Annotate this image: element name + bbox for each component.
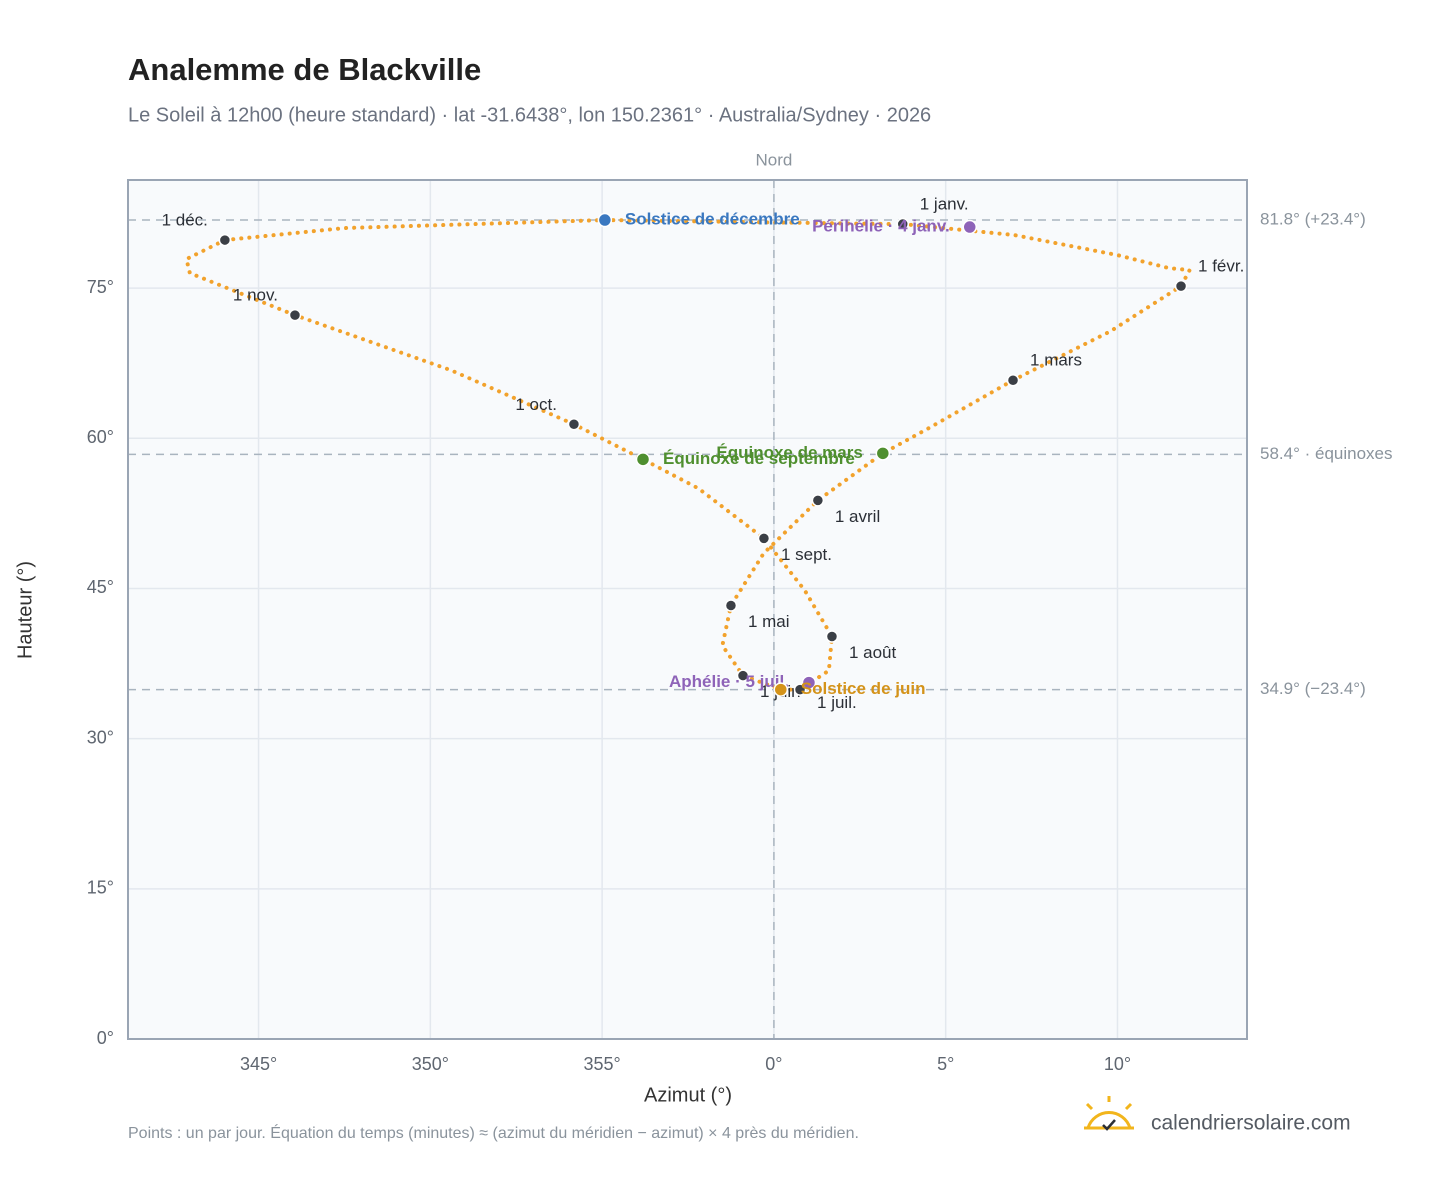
month-label: 1 mars [1030, 351, 1082, 370]
plot-border [127, 179, 1248, 1040]
brand-logo [1084, 1096, 1134, 1131]
event-marker [773, 682, 789, 697]
month-marker [567, 418, 581, 431]
month-label: 1 déc. [162, 211, 208, 230]
y-tick-label: 15° [87, 878, 114, 898]
plot-area [128, 180, 1247, 1039]
x-tick-label: 10° [1104, 1054, 1131, 1074]
y-tick-label: 45° [87, 577, 114, 597]
event-label: Solstice de décembre [625, 210, 800, 229]
event-marker [801, 675, 817, 690]
event-label: Périhélie · 4 janv. [812, 217, 950, 236]
month-marker [724, 599, 738, 612]
x-tick-label: 5° [937, 1054, 954, 1074]
month-label: 1 oct. [515, 395, 557, 414]
event-label: Équinoxe de mars [716, 443, 862, 462]
month-marker [218, 233, 232, 247]
month-marker [736, 669, 750, 682]
month-marker [1174, 279, 1188, 293]
month-label: 1 sept. [781, 545, 832, 564]
event-label: Aphélie · 5 juil. [669, 672, 789, 691]
y-tick-label: 60° [87, 427, 114, 447]
y-tick-label: 75° [87, 277, 114, 297]
x-tick-label: 355° [584, 1054, 621, 1074]
chart-title: Analemme de Blackville [128, 52, 481, 87]
month-label: 1 mai [748, 612, 790, 631]
month-label: 1 janv. [920, 195, 969, 214]
chart-subtitle: Le Soleil à 12h00 (heure standard) · lat… [128, 104, 931, 126]
event-marker [597, 212, 613, 228]
month-marker [1006, 373, 1020, 387]
footnote: Points : un par jour. Équation du temps … [128, 1123, 859, 1142]
meridian-label: Nord [755, 150, 792, 169]
x-tick-label: 0° [765, 1054, 782, 1074]
reference-label: 81.8° (+23.4°) [1260, 210, 1366, 229]
month-marker [825, 630, 839, 643]
month-label: 1 nov. [233, 286, 278, 305]
event-marker [875, 446, 891, 461]
analemma-path [184, 218, 1192, 692]
y-tick-label: 30° [87, 727, 114, 747]
month-label: 1 avril [835, 507, 880, 526]
month-marker [757, 532, 771, 545]
y-tick-label: 0° [97, 1028, 114, 1048]
reference-label: 34.9° (−23.4°) [1260, 679, 1366, 698]
x-tick-label: 350° [412, 1054, 449, 1074]
reference-label: 58.4° · équinoxes [1260, 444, 1393, 463]
event-label: Équinoxe de septembre [663, 449, 855, 468]
y-axis-title: Hauteur (°) [14, 561, 36, 659]
month-label: 1 juil. [817, 693, 857, 712]
month-label: 1 févr. [1198, 257, 1244, 276]
month-marker [793, 683, 807, 696]
month-label: 1 août [849, 643, 897, 662]
month-marker [896, 217, 909, 231]
x-axis-title: Azimut (°) [644, 1084, 732, 1106]
brand-name[interactable]: calendriersolaire.com [1151, 1112, 1351, 1135]
month-marker [811, 494, 825, 507]
event-marker [962, 219, 977, 235]
event-label: Solstice de juin [801, 679, 926, 698]
month-marker [288, 308, 302, 322]
x-tick-label: 345° [240, 1054, 277, 1074]
event-marker [635, 452, 651, 467]
